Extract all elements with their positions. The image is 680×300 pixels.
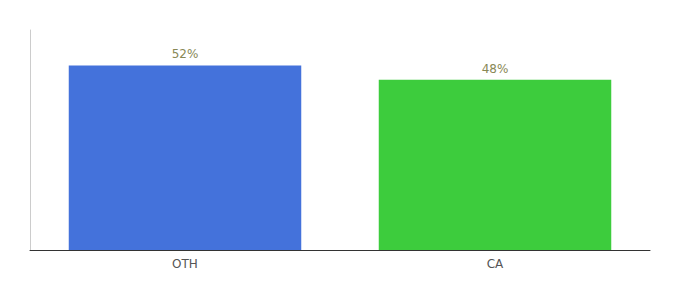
svg-text:52%: 52% xyxy=(172,47,199,61)
svg-text:48%: 48% xyxy=(482,62,509,76)
svg-text:OTH: OTH xyxy=(172,257,198,271)
svg-text:CA: CA xyxy=(487,257,504,271)
